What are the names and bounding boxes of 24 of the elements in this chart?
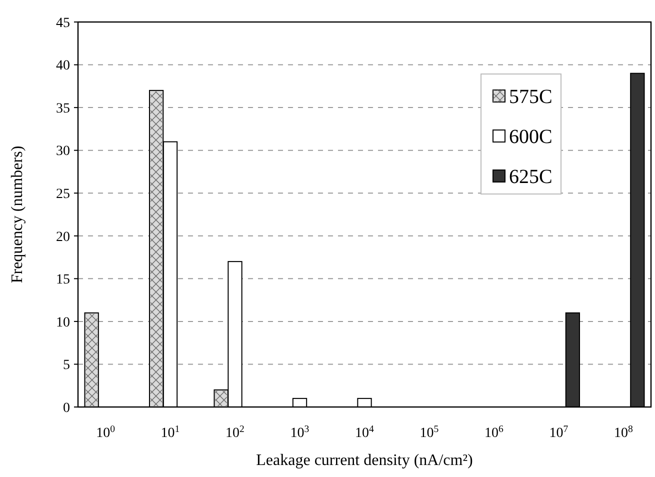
y-tick-label: 20 — [56, 230, 70, 245]
y-tick-label: 0 — [63, 400, 70, 416]
x-tick-label: 10$^{1}$ — [160, 424, 180, 441]
x-axis-title: Leakage current density (nA/cm²) — [256, 452, 473, 469]
y-tick-label: 35 — [56, 101, 70, 116]
y-tick-label: 45 — [56, 16, 70, 31]
x-tick-label: 10$^{3}$ — [290, 424, 310, 441]
y-tick-label: 40 — [56, 58, 70, 74]
y-tick-label: 25 — [56, 187, 70, 202]
y-tick-label: 30 — [56, 144, 70, 160]
legend-label: 575C — [509, 86, 552, 108]
legend-label: 625C — [509, 166, 552, 188]
x-tick-label: 10$^{6}$ — [484, 424, 504, 441]
y-tick-label: 15 — [56, 272, 70, 288]
x-tick-label: 10$^{0}$ — [96, 424, 116, 441]
y-tick-label: 10 — [56, 315, 70, 330]
y-axis-title: Frequency (numbers) — [9, 146, 26, 284]
legend-label: 600C — [509, 126, 552, 148]
x-tick-label: 10$^{7}$ — [549, 424, 568, 441]
x-tick-label: 10$^{5}$ — [420, 424, 439, 441]
y-tick-label: 5 — [63, 358, 70, 374]
x-tick-label: 10$^{8}$ — [614, 424, 634, 441]
x-tick-label: 10$^{4}$ — [355, 424, 374, 441]
x-tick-label: 10$^{2}$ — [226, 424, 245, 441]
